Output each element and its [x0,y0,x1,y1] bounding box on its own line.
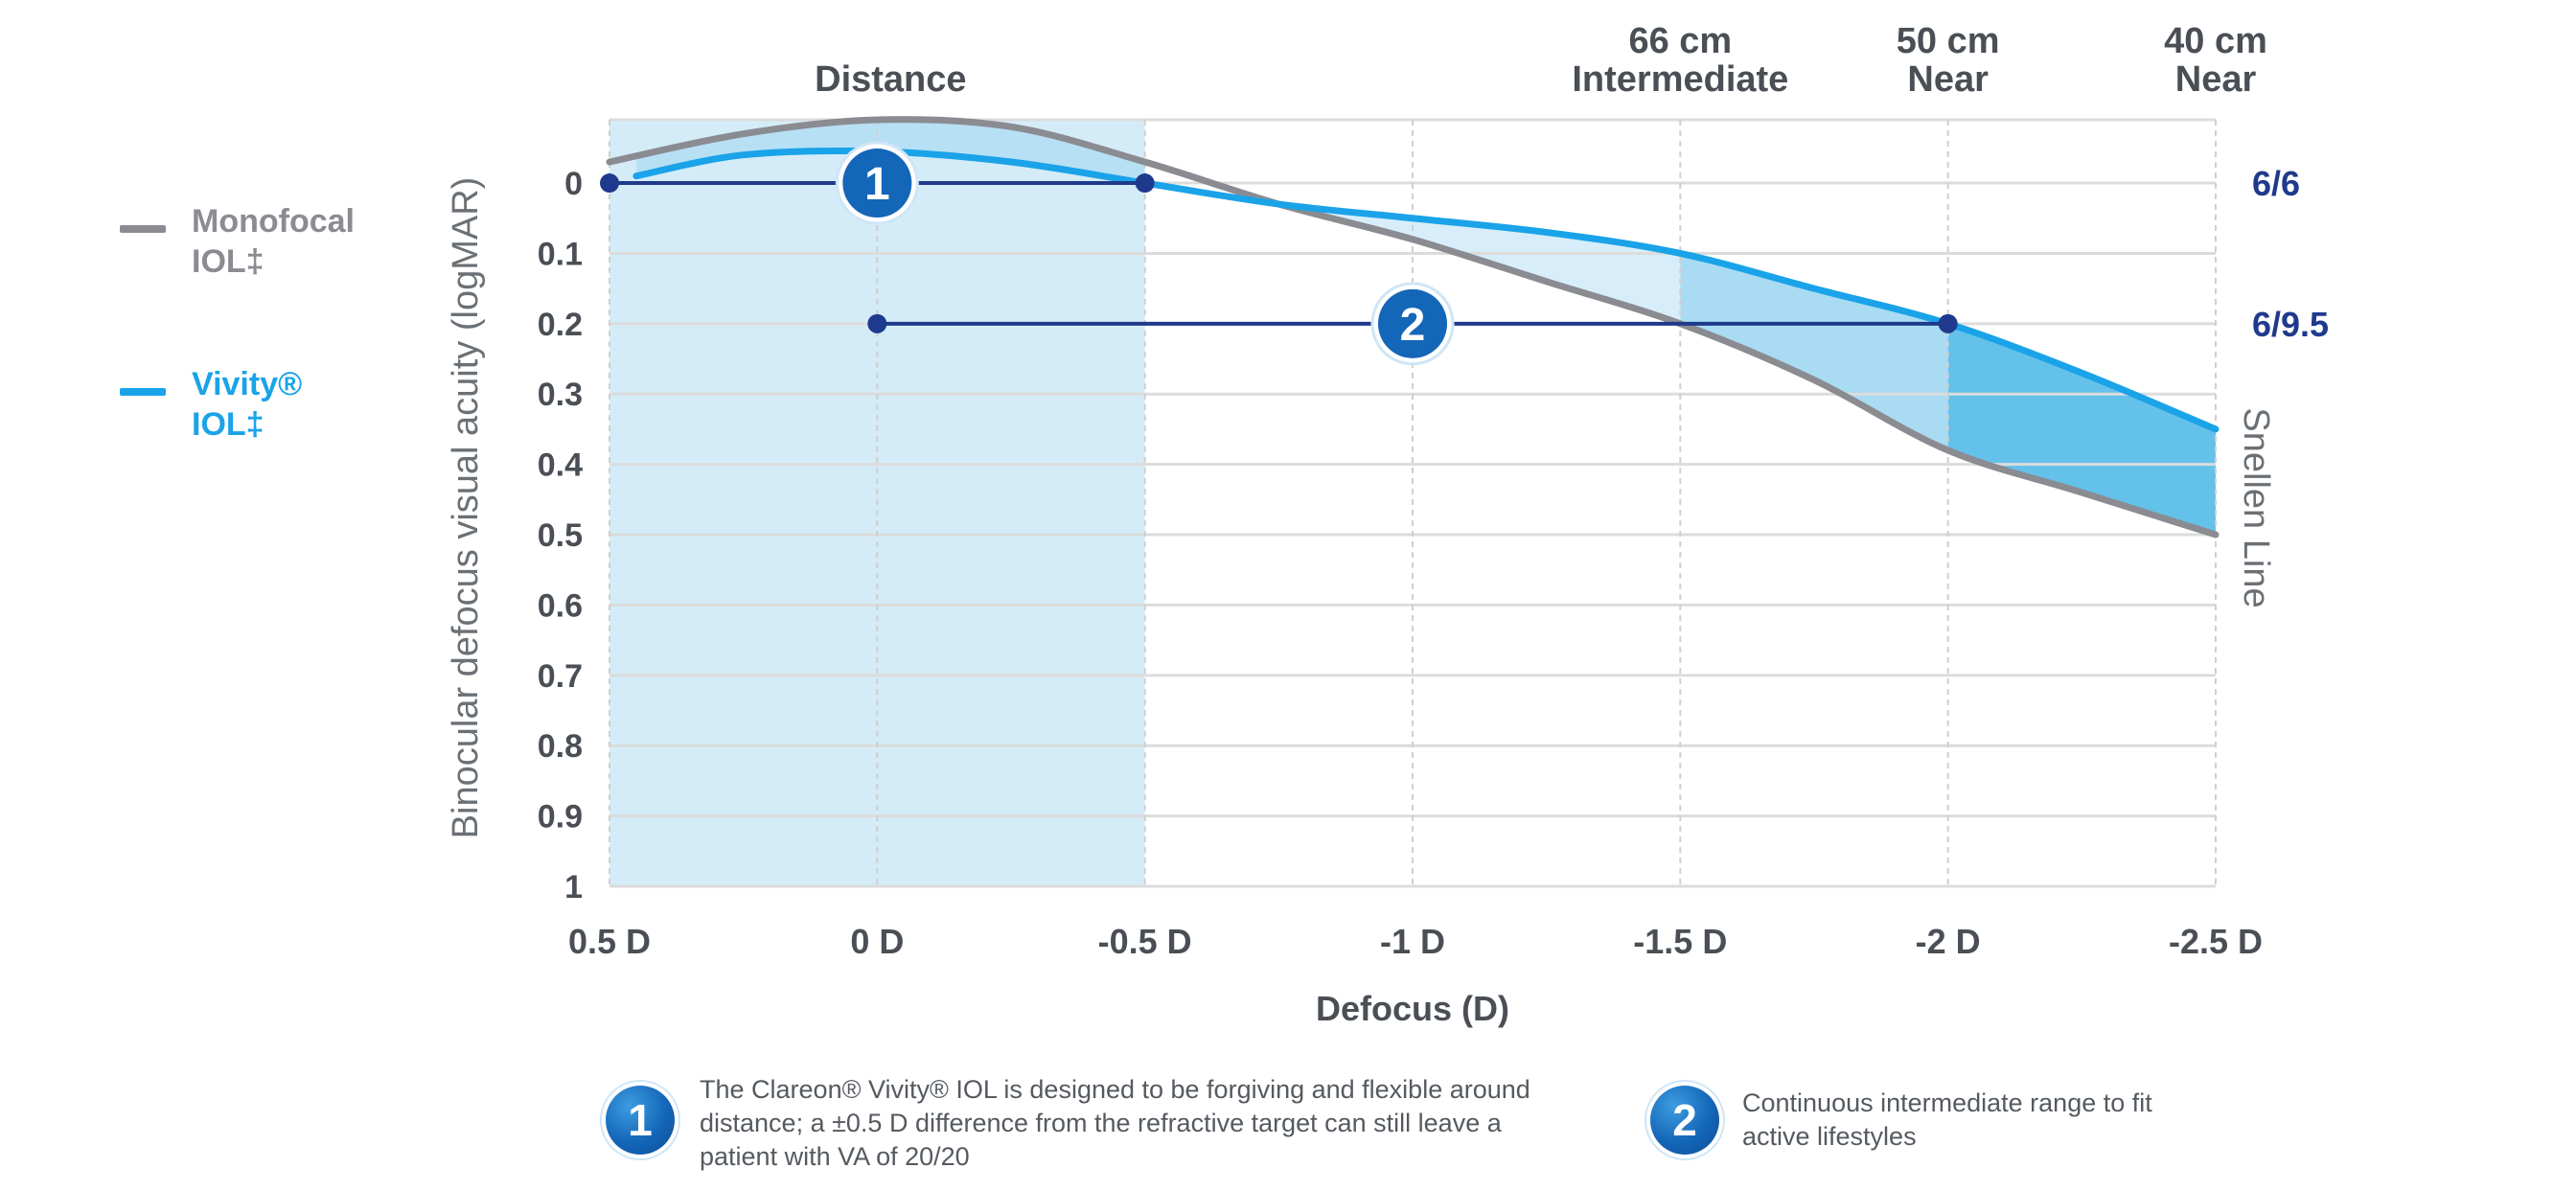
top-distance-label: Intermediate [1572,59,1788,100]
x-tick-label: -2.5 D [2169,922,2263,961]
top-distance-label: Distance [815,59,966,100]
y-tick-label: 0.9 [538,799,583,836]
range-badge-number: 2 [1400,300,1426,351]
x-tick-label: -2 D [1916,922,1981,961]
monofocal-curve [606,116,2220,538]
x-tick-label: 0 D [850,922,904,961]
x-tick-label: -1 D [1380,922,1445,961]
y-tick-label: 0.2 [538,307,583,343]
range-badge-circle [1378,288,1447,358]
footnote-2-badge: 2 [1650,1086,1719,1155]
snellen-label: 6/6 [2252,164,2300,203]
y-axis-title: Binocular defocus visual acuity (logMAR) [446,177,486,839]
range-1-end-dot [1135,173,1155,194]
y-tick-label: 1 [564,869,583,905]
y-tick-label: 0 [564,166,583,202]
range-2-badge: 2 [1370,282,1455,366]
y-tick-label: 0.5 [538,517,583,554]
y-tick-label: 0.1 [538,236,583,272]
range-badge-number: 1 [864,159,890,210]
x-tick-label: -0.5 D [1098,922,1192,961]
legend-vivity-label: Vivity® IOL‡ [192,366,303,443]
snellen-label: 6/9.5 [2252,305,2329,344]
range-2-end-dot [1938,313,1958,333]
top-distance-label: Near [2175,59,2257,100]
footnote-2-text: Continuous intermediate range to fit act… [1742,1088,2152,1151]
range-1-badge: 1 [835,141,919,225]
legend-monofocal-swatch [120,225,166,233]
range-2-start-dot [867,313,887,333]
footnote-1-text: The Clareon® Vivity® IOL is designed to … [700,1075,1530,1171]
legend-vivity-swatch [120,388,166,396]
y-tick-label: 0.4 [538,447,583,484]
range-1-start-dot [600,173,619,194]
benefit-area-dark [1947,323,2216,536]
y-tick-label: 0.6 [538,587,583,624]
y-tick-label: 0.8 [538,728,583,765]
top-distance-label: 40 cm [2164,21,2267,61]
x-tick-label: 0.5 D [568,922,651,961]
y-tick-label: 0.7 [538,658,583,695]
legend-monofocal-label: Monofocal IOL‡ [192,203,355,280]
footnote-1-badge: 1 [606,1086,675,1155]
snellen-axis-title: Snellen Line [2236,407,2276,607]
range-badge-circle [842,149,912,218]
top-distance-label: 50 cm [1897,21,2000,61]
benefit-area-mid [1680,253,1948,450]
top-distance-label: Near [1907,59,1989,100]
top-distance-label: 66 cm [1628,21,1732,61]
y-tick-label: 0.3 [538,377,583,413]
x-tick-label: -1.5 D [1633,922,1727,961]
x-axis-title: Defocus (D) [1316,989,1509,1028]
